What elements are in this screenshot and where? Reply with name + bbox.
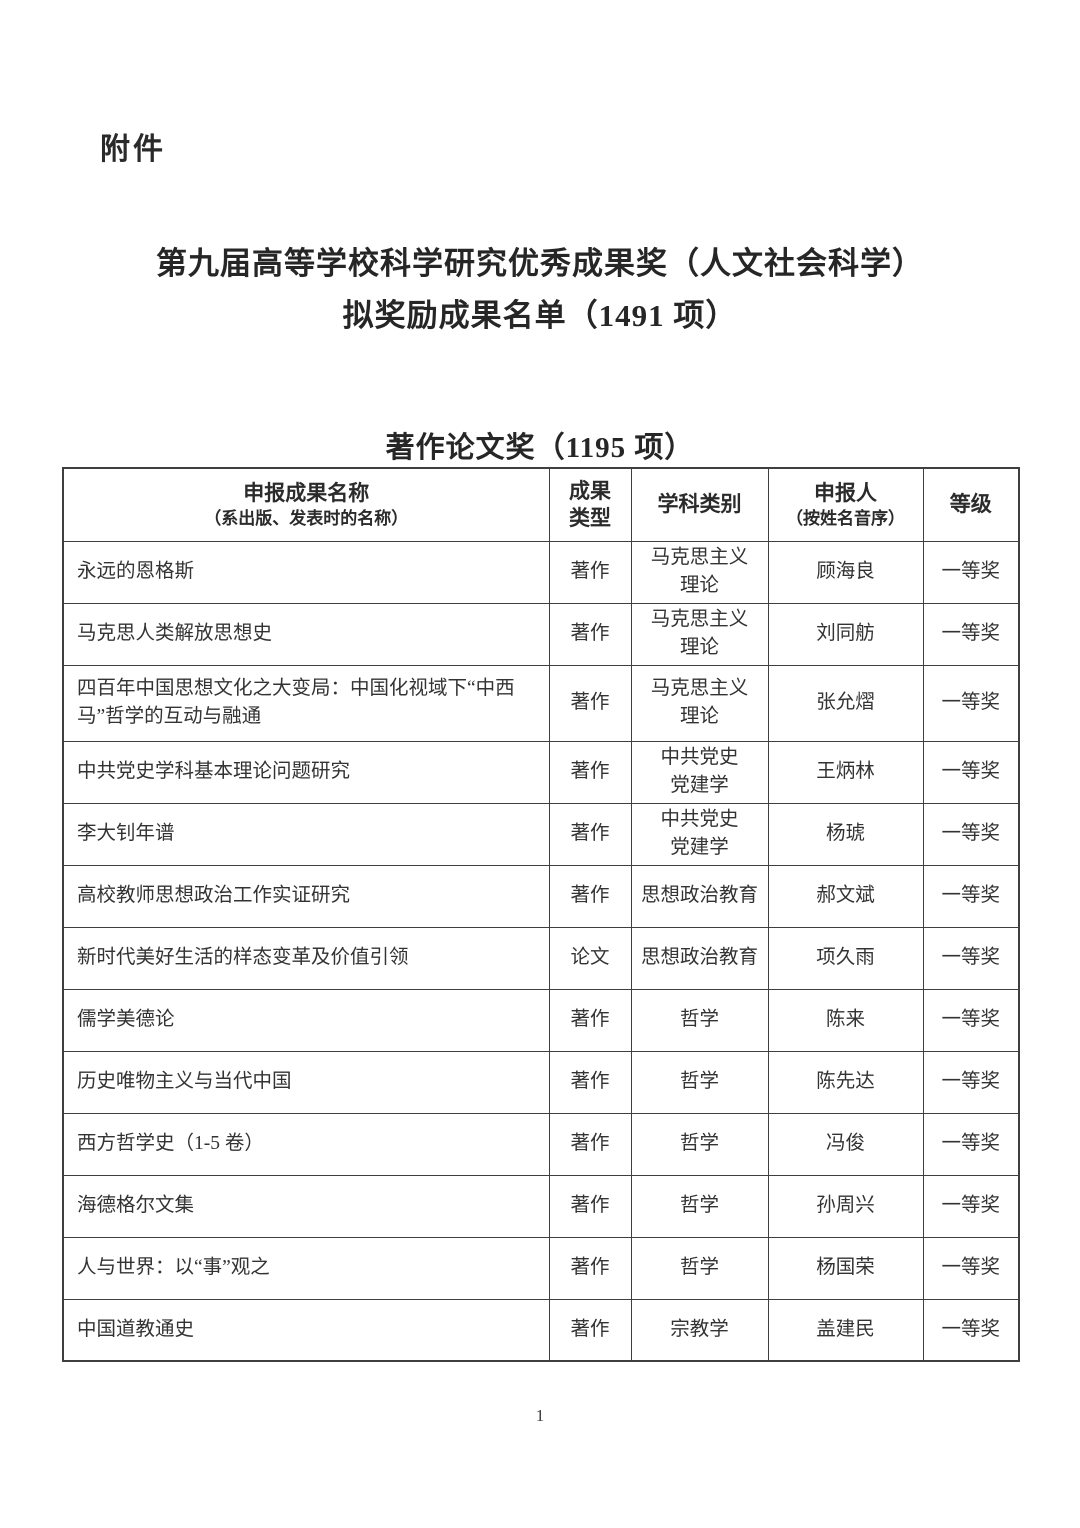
result-grade: 一等奖 <box>922 1050 1020 1114</box>
result-type: 著作 <box>548 802 632 866</box>
table-row: 新时代美好生活的样态变革及价值引领 论文 思想政治教育 项久雨 一等奖 <box>62 926 1020 990</box>
table-row: 高校教师思想政治工作实证研究 著作 思想政治教育 郝文斌 一等奖 <box>62 864 1020 928</box>
result-discipline: 哲学 <box>630 1236 769 1300</box>
result-applicant: 郝文斌 <box>767 864 924 928</box>
attachment-label: 附件 <box>100 133 166 166</box>
result-type: 著作 <box>548 664 632 742</box>
table-row: 人与世界：以“事”观之 著作 哲学 杨国荣 一等奖 <box>62 1236 1020 1300</box>
result-grade: 一等奖 <box>922 802 1020 866</box>
table-row: 历史唯物主义与当代中国 著作 哲学 陈先达 一等奖 <box>62 1050 1020 1114</box>
result-discipline: 哲学 <box>630 1112 769 1176</box>
result-grade: 一等奖 <box>922 602 1020 666</box>
section-heading: 著作论文奖（1195 项） <box>385 432 695 464</box>
result-grade: 一等奖 <box>922 988 1020 1052</box>
table-row: 儒学美德论 著作 哲学 陈来 一等奖 <box>62 988 1020 1052</box>
table-row: 中国道教通史 著作 宗教学 盖建民 一等奖 <box>62 1298 1020 1362</box>
header-type: 成果 类型 <box>548 467 632 542</box>
result-type: 著作 <box>548 864 632 928</box>
result-name: 马克思人类解放思想史 <box>62 602 550 666</box>
result-discipline: 哲学 <box>630 988 769 1052</box>
result-name: 海德格尔文集 <box>62 1174 550 1238</box>
result-grade: 一等奖 <box>922 1298 1020 1362</box>
table-row: 海德格尔文集 著作 哲学 孙周兴 一等奖 <box>62 1174 1020 1238</box>
result-applicant: 项久雨 <box>767 926 924 990</box>
header-discipline: 学科类别 <box>630 467 769 542</box>
table-row: 马克思人类解放思想史 著作 马克思主义 理论 刘同舫 一等奖 <box>62 602 1020 666</box>
header-name: 申报成果名称 （系出版、发表时的名称） <box>62 467 550 542</box>
result-type: 论文 <box>548 926 632 990</box>
result-applicant: 孙周兴 <box>767 1174 924 1238</box>
result-grade: 一等奖 <box>922 1112 1020 1176</box>
header-name-main: 申报成果名称 <box>243 480 370 505</box>
result-discipline: 马克思主义 理论 <box>630 602 769 666</box>
result-grade: 一等奖 <box>922 1174 1020 1238</box>
result-discipline: 哲学 <box>630 1174 769 1238</box>
table-row: 西方哲学史（1-5 卷） 著作 哲学 冯俊 一等奖 <box>62 1112 1020 1176</box>
table-row: 四百年中国思想文化之大变局：中国化视域下“中西马”哲学的互动与融通 著作 马克思… <box>62 664 1020 742</box>
result-grade: 一等奖 <box>922 664 1020 742</box>
document-title: 第九届高等学校科学研究优秀成果奖（人文社会科学） 拟奖励成果名单（1491 项） <box>0 238 1080 342</box>
result-type: 著作 <box>548 1050 632 1114</box>
result-grade: 一等奖 <box>922 740 1020 804</box>
result-discipline: 哲学 <box>630 1050 769 1114</box>
result-name: 新时代美好生活的样态变革及价值引领 <box>62 926 550 990</box>
result-name: 人与世界：以“事”观之 <box>62 1236 550 1300</box>
result-type: 著作 <box>548 602 632 666</box>
result-grade: 一等奖 <box>922 864 1020 928</box>
result-discipline: 宗教学 <box>630 1298 769 1362</box>
result-type: 著作 <box>548 740 632 804</box>
table-header-row: 申报成果名称 （系出版、发表时的名称） 成果 类型 学科类别 申报人 （按姓名音… <box>62 467 1020 542</box>
result-name: 李大钊年谱 <box>62 802 550 866</box>
result-applicant: 王炳林 <box>767 740 924 804</box>
result-applicant: 刘同舫 <box>767 602 924 666</box>
page-number: 1 <box>535 1406 545 1425</box>
header-grade: 等级 <box>922 467 1020 542</box>
result-type: 著作 <box>548 1174 632 1238</box>
result-applicant: 张允熠 <box>767 664 924 742</box>
result-name: 四百年中国思想文化之大变局：中国化视域下“中西马”哲学的互动与融通 <box>62 664 550 742</box>
result-name: 高校教师思想政治工作实证研究 <box>62 864 550 928</box>
result-grade: 一等奖 <box>922 926 1020 990</box>
result-name: 儒学美德论 <box>62 988 550 1052</box>
result-name: 中国道教通史 <box>62 1298 550 1362</box>
result-grade: 一等奖 <box>922 540 1020 604</box>
header-applicant-main: 申报人 <box>814 480 877 505</box>
table-row: 永远的恩格斯 著作 马克思主义 理论 顾海良 一等奖 <box>62 540 1020 604</box>
result-discipline: 马克思主义 理论 <box>630 540 769 604</box>
result-discipline: 中共党史 党建学 <box>630 802 769 866</box>
result-type: 著作 <box>548 988 632 1052</box>
result-applicant: 陈先达 <box>767 1050 924 1114</box>
header-applicant-sub: （按姓名音序） <box>786 508 905 528</box>
result-name: 历史唯物主义与当代中国 <box>62 1050 550 1114</box>
document-title-line2: 拟奖励成果名单（1491 项） <box>342 298 738 333</box>
result-type: 著作 <box>548 1298 632 1362</box>
result-type: 著作 <box>548 1112 632 1176</box>
result-applicant: 顾海良 <box>767 540 924 604</box>
result-discipline: 马克思主义 理论 <box>630 664 769 742</box>
result-applicant: 冯俊 <box>767 1112 924 1176</box>
result-name: 中共党史学科基本理论问题研究 <box>62 740 550 804</box>
result-applicant: 杨国荣 <box>767 1236 924 1300</box>
result-applicant: 盖建民 <box>767 1298 924 1362</box>
header-name-sub: （系出版、发表时的名称） <box>204 508 409 528</box>
header-applicant: 申报人 （按姓名音序） <box>767 467 924 542</box>
result-applicant: 陈来 <box>767 988 924 1052</box>
table-row: 李大钊年谱 著作 中共党史 党建学 杨琥 一等奖 <box>62 802 1020 866</box>
result-discipline: 中共党史 党建学 <box>630 740 769 804</box>
document-title-line1: 第九届高等学校科学研究优秀成果奖（人文社会科学） <box>156 246 924 281</box>
result-type: 著作 <box>548 1236 632 1300</box>
table-row: 中共党史学科基本理论问题研究 著作 中共党史 党建学 王炳林 一等奖 <box>62 740 1020 804</box>
result-name: 西方哲学史（1-5 卷） <box>62 1112 550 1176</box>
result-applicant: 杨琥 <box>767 802 924 866</box>
result-name: 永远的恩格斯 <box>62 540 550 604</box>
result-grade: 一等奖 <box>922 1236 1020 1300</box>
result-type: 著作 <box>548 540 632 604</box>
result-discipline: 思想政治教育 <box>630 864 769 928</box>
award-results-table: 申报成果名称 （系出版、发表时的名称） 成果 类型 学科类别 申报人 （按姓名音… <box>62 467 1020 1362</box>
result-discipline: 思想政治教育 <box>630 926 769 990</box>
